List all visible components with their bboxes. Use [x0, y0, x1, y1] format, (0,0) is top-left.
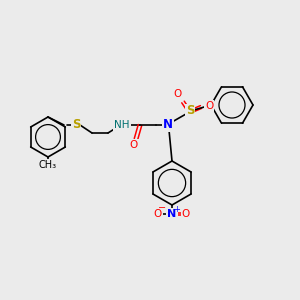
Text: O: O [154, 209, 162, 219]
Text: N: N [163, 118, 173, 131]
Text: −: − [158, 203, 166, 213]
Text: O: O [130, 140, 138, 150]
Text: N: N [167, 209, 177, 219]
Text: NH: NH [114, 120, 130, 130]
Text: S: S [72, 118, 80, 131]
Text: O: O [174, 89, 182, 99]
Text: O: O [205, 101, 213, 111]
Text: +: + [174, 205, 180, 214]
Text: O: O [182, 209, 190, 219]
Text: CH₃: CH₃ [39, 160, 57, 170]
Text: S: S [186, 104, 194, 118]
